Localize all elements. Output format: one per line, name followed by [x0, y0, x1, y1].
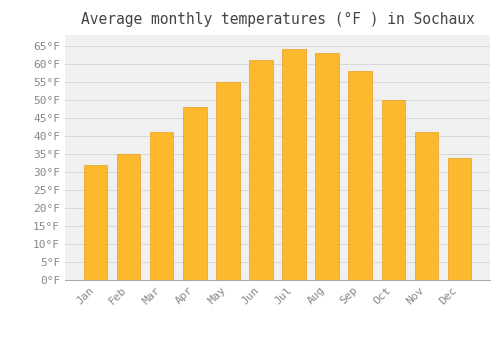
Bar [184, 107, 206, 280]
Bar [414, 132, 438, 280]
Bar [382, 100, 404, 280]
Bar [316, 53, 338, 280]
Bar [150, 132, 174, 280]
Title: Average monthly temperatures (°F ) in Sochaux: Average monthly temperatures (°F ) in So… [80, 12, 474, 27]
Bar [282, 49, 306, 280]
Bar [348, 71, 372, 280]
Bar [250, 60, 272, 280]
Bar [448, 158, 470, 280]
Bar [84, 165, 108, 280]
Bar [216, 82, 240, 280]
Bar [118, 154, 141, 280]
